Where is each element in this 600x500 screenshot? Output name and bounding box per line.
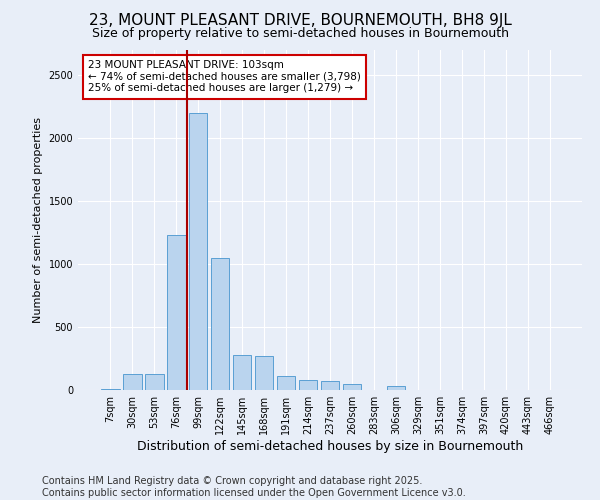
Bar [343, 384, 361, 390]
Text: 23, MOUNT PLEASANT DRIVE, BOURNEMOUTH, BH8 9JL: 23, MOUNT PLEASANT DRIVE, BOURNEMOUTH, B… [89, 12, 511, 28]
Text: 23 MOUNT PLEASANT DRIVE: 103sqm
← 74% of semi-detached houses are smaller (3,798: 23 MOUNT PLEASANT DRIVE: 103sqm ← 74% of… [88, 60, 361, 94]
Bar [167, 235, 185, 390]
Bar [299, 380, 317, 390]
Bar [320, 380, 340, 390]
Bar [145, 374, 164, 390]
Text: Size of property relative to semi-detached houses in Bournemouth: Size of property relative to semi-detach… [91, 28, 509, 40]
Text: Contains HM Land Registry data © Crown copyright and database right 2025.
Contai: Contains HM Land Registry data © Crown c… [42, 476, 466, 498]
Bar [277, 376, 295, 390]
Bar [386, 386, 405, 390]
Bar [123, 374, 142, 390]
Bar [189, 113, 208, 390]
X-axis label: Distribution of semi-detached houses by size in Bournemouth: Distribution of semi-detached houses by … [137, 440, 523, 453]
Bar [233, 354, 251, 390]
Bar [211, 258, 229, 390]
Bar [255, 356, 274, 390]
Y-axis label: Number of semi-detached properties: Number of semi-detached properties [33, 117, 43, 323]
